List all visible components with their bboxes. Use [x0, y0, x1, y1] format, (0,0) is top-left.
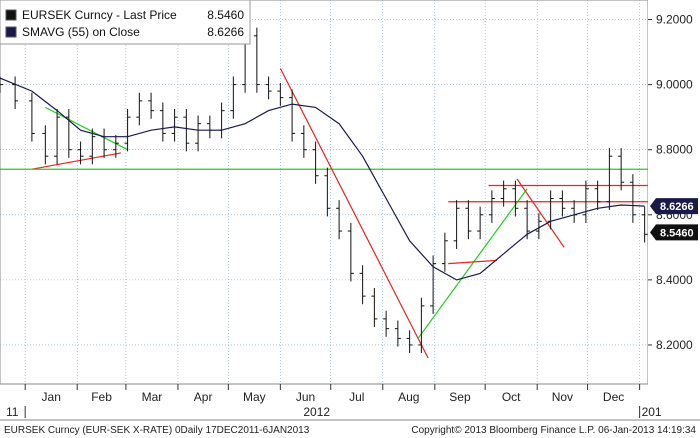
last-price-badge-label: 8.5460 — [660, 227, 694, 239]
y-tick-label: 8.2000 — [656, 338, 693, 352]
legend-swatch-smavg — [5, 26, 17, 38]
price-bar — [77, 141, 84, 165]
price-bar — [465, 200, 472, 240]
price-bar — [606, 148, 613, 210]
plot-area — [0, 0, 649, 385]
price-bar — [300, 125, 307, 158]
price-bar — [277, 82, 284, 106]
x-year-label: 2012 — [303, 405, 330, 419]
price-bar — [559, 190, 566, 217]
price-bar — [54, 109, 61, 165]
smavg-badge: 8.6266 — [650, 198, 698, 215]
y-tick-label: 9.2000 — [656, 13, 693, 27]
x-tick-label: Sep — [449, 390, 471, 404]
price-bar — [312, 141, 319, 184]
price-bar — [65, 109, 72, 158]
price-bar — [394, 320, 401, 347]
x-axis: Jan Feb Mar Apr May Jun Jul Aug Sep Oct Nov Dec 11 20… — [6, 384, 662, 419]
price-bar — [488, 190, 495, 223]
trendline — [45, 106, 128, 151]
trendline — [516, 178, 565, 248]
legend-label-smavg: SMAVG (55) on Close — [22, 25, 140, 39]
price-bar — [371, 288, 378, 328]
price-bar — [89, 128, 96, 165]
price-bar — [112, 135, 119, 158]
price-bar — [441, 232, 448, 272]
price-bar — [265, 76, 272, 100]
x-tick-label: Nov — [552, 390, 573, 404]
price-bar — [535, 213, 542, 240]
x-tick-label: Jul — [349, 390, 364, 404]
trendlines — [0, 68, 648, 359]
footer-right: Copyright© 2013 Bloomberg Finance L.P. 0… — [411, 425, 696, 436]
price-series — [0, 27, 648, 354]
price-bar — [347, 222, 354, 282]
price-bar — [28, 92, 35, 142]
price-bar — [618, 148, 625, 191]
footer-bar — [0, 420, 700, 438]
smavg-badge-label: 8.6266 — [660, 201, 694, 213]
legend-swatch-price — [5, 9, 17, 21]
price-bar — [359, 265, 366, 305]
price-bar — [641, 206, 648, 243]
price-bar — [42, 125, 49, 165]
x-tick-label: Apr — [194, 390, 213, 404]
footer-left: EURSEK Curncy (EUR-SEK X-RATE) 0Daily 17… — [4, 425, 310, 436]
price-bar — [230, 76, 237, 119]
x-tick-label: Aug — [398, 390, 419, 404]
grid-lines — [0, 0, 648, 384]
price-bar — [582, 180, 589, 223]
legend-label-price: EURSEK Curncy - Last Price — [22, 8, 177, 22]
price-bar — [418, 297, 425, 354]
price-bar — [171, 109, 178, 142]
price-bar — [124, 109, 131, 152]
price-bar — [524, 200, 531, 240]
price-bar — [430, 255, 437, 315]
x-tick-label: Jun — [296, 390, 315, 404]
smavg-series-line — [0, 77, 645, 281]
x-year-label: 11 — [6, 405, 19, 419]
price-bar — [159, 102, 166, 142]
x-tick-label: Feb — [91, 390, 112, 404]
x-year-label: 201 — [642, 405, 662, 419]
price-bar — [148, 92, 155, 119]
trendline — [31, 152, 121, 170]
price-bar — [324, 167, 331, 217]
x-tick-label: Mar — [142, 390, 163, 404]
y-tick-label: 9.0000 — [656, 78, 693, 92]
legend-box — [0, 0, 251, 45]
trendline — [417, 188, 528, 339]
trendline — [448, 259, 497, 265]
price-bar — [183, 109, 190, 152]
trendline — [279, 68, 429, 359]
price-bar — [136, 92, 143, 126]
y-tick-label: 8.4000 — [656, 273, 693, 287]
price-bar — [594, 180, 601, 210]
price-bar — [383, 310, 390, 337]
price-bar — [453, 200, 460, 249]
x-tick-label: May — [243, 390, 266, 404]
legend-value-smavg: 8.6266 — [207, 25, 244, 39]
price-bar — [512, 180, 519, 217]
price-bar — [0, 76, 3, 93]
x-tick-label: Oct — [502, 390, 521, 404]
price-bar — [406, 330, 413, 354]
y-tick-label: 8.8000 — [656, 143, 693, 157]
price-bar — [195, 115, 202, 152]
price-bar — [253, 27, 260, 93]
price-bar — [336, 200, 343, 240]
legend-value-price: 8.5460 — [207, 8, 244, 22]
legend: EURSEK Curncy - Last Price 8.5460 SMAVG … — [0, 0, 251, 45]
x-tick-label: Jan — [42, 390, 61, 404]
last-price-badge: 8.5460 — [650, 224, 698, 241]
price-bar — [477, 206, 484, 240]
price-bar — [500, 180, 507, 207]
price-bar — [289, 89, 296, 142]
price-bar — [629, 174, 636, 223]
x-tick-label: Dec — [603, 390, 624, 404]
